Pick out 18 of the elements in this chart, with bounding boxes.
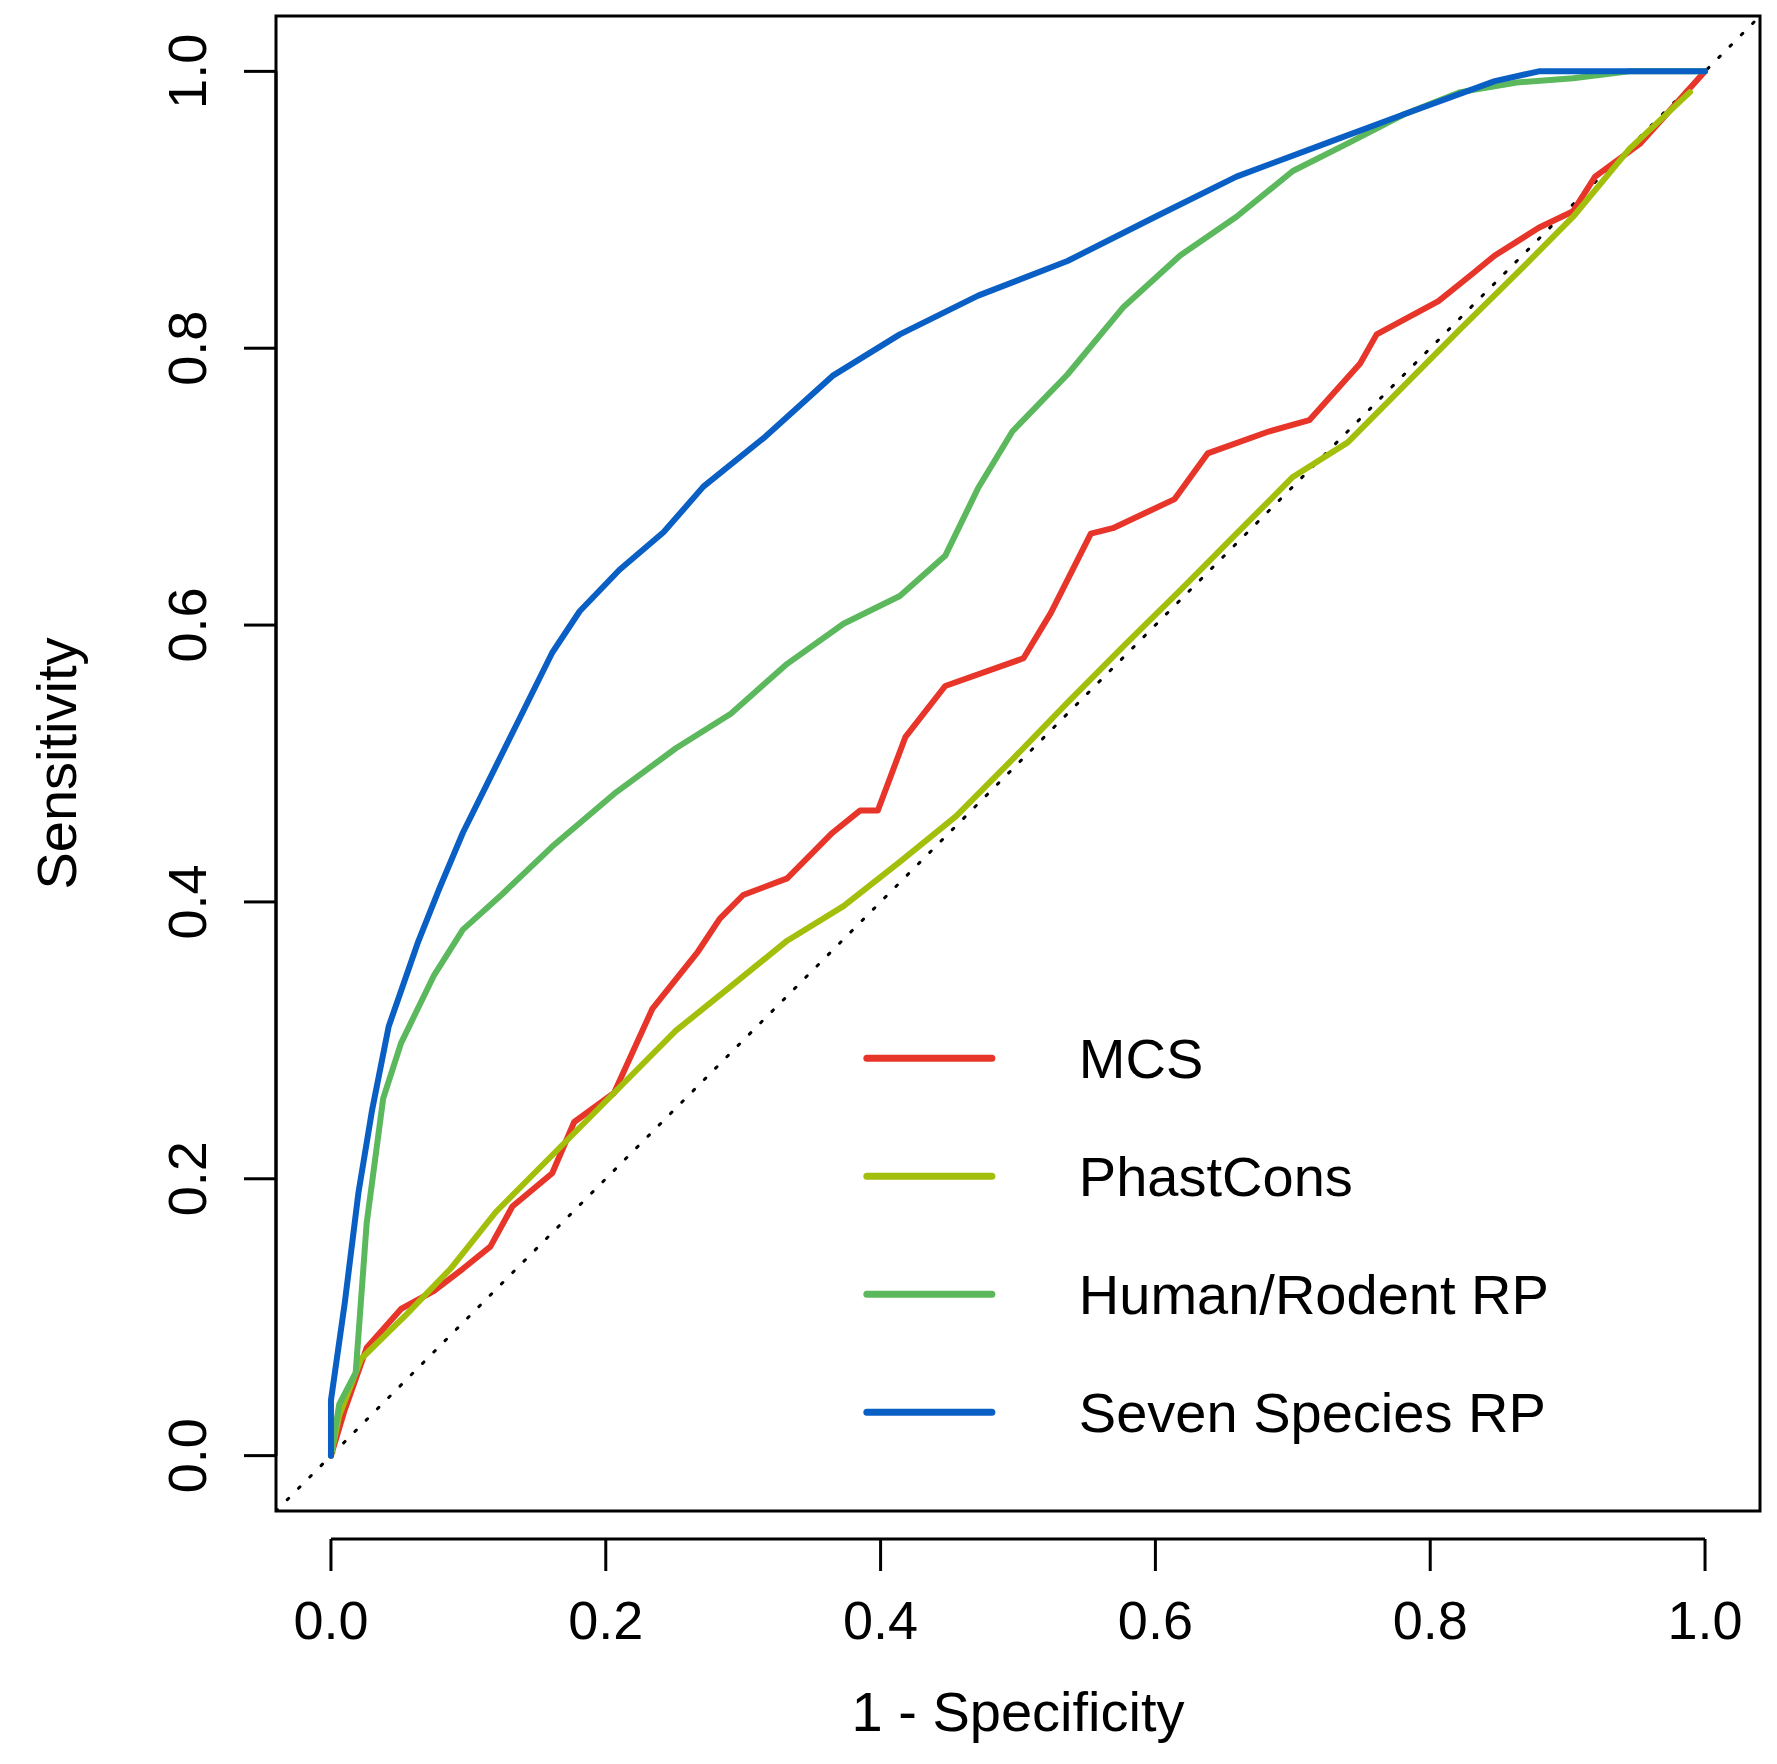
legend-label: MCS xyxy=(1078,1027,1204,1091)
y-tick-label: 0.8 xyxy=(157,310,217,386)
y-tick-label: 1.0 xyxy=(157,33,217,109)
x-tick-label: 0.8 xyxy=(1392,1590,1468,1650)
y-tick-label: 0.0 xyxy=(157,1418,217,1494)
y-tick-label: 0.2 xyxy=(157,1141,217,1217)
x-tick-label: 0.2 xyxy=(568,1590,644,1650)
y-axis-title: Sensitivity xyxy=(25,637,88,890)
x-axis-title: 1 - Specificity xyxy=(851,1680,1185,1743)
x-tick-label: 0.0 xyxy=(293,1590,369,1650)
legend-label: Human/Rodent RP xyxy=(1078,1263,1549,1327)
x-tick-label: 0.6 xyxy=(1117,1590,1193,1650)
x-tick-label: 1.0 xyxy=(1667,1590,1743,1650)
legend-label: PhastCons xyxy=(1078,1145,1353,1209)
y-tick-label: 0.6 xyxy=(157,587,217,663)
legend-label: Seven Species RP xyxy=(1078,1381,1546,1445)
x-tick-label: 0.4 xyxy=(843,1590,919,1650)
y-tick-label: 0.4 xyxy=(157,864,217,940)
